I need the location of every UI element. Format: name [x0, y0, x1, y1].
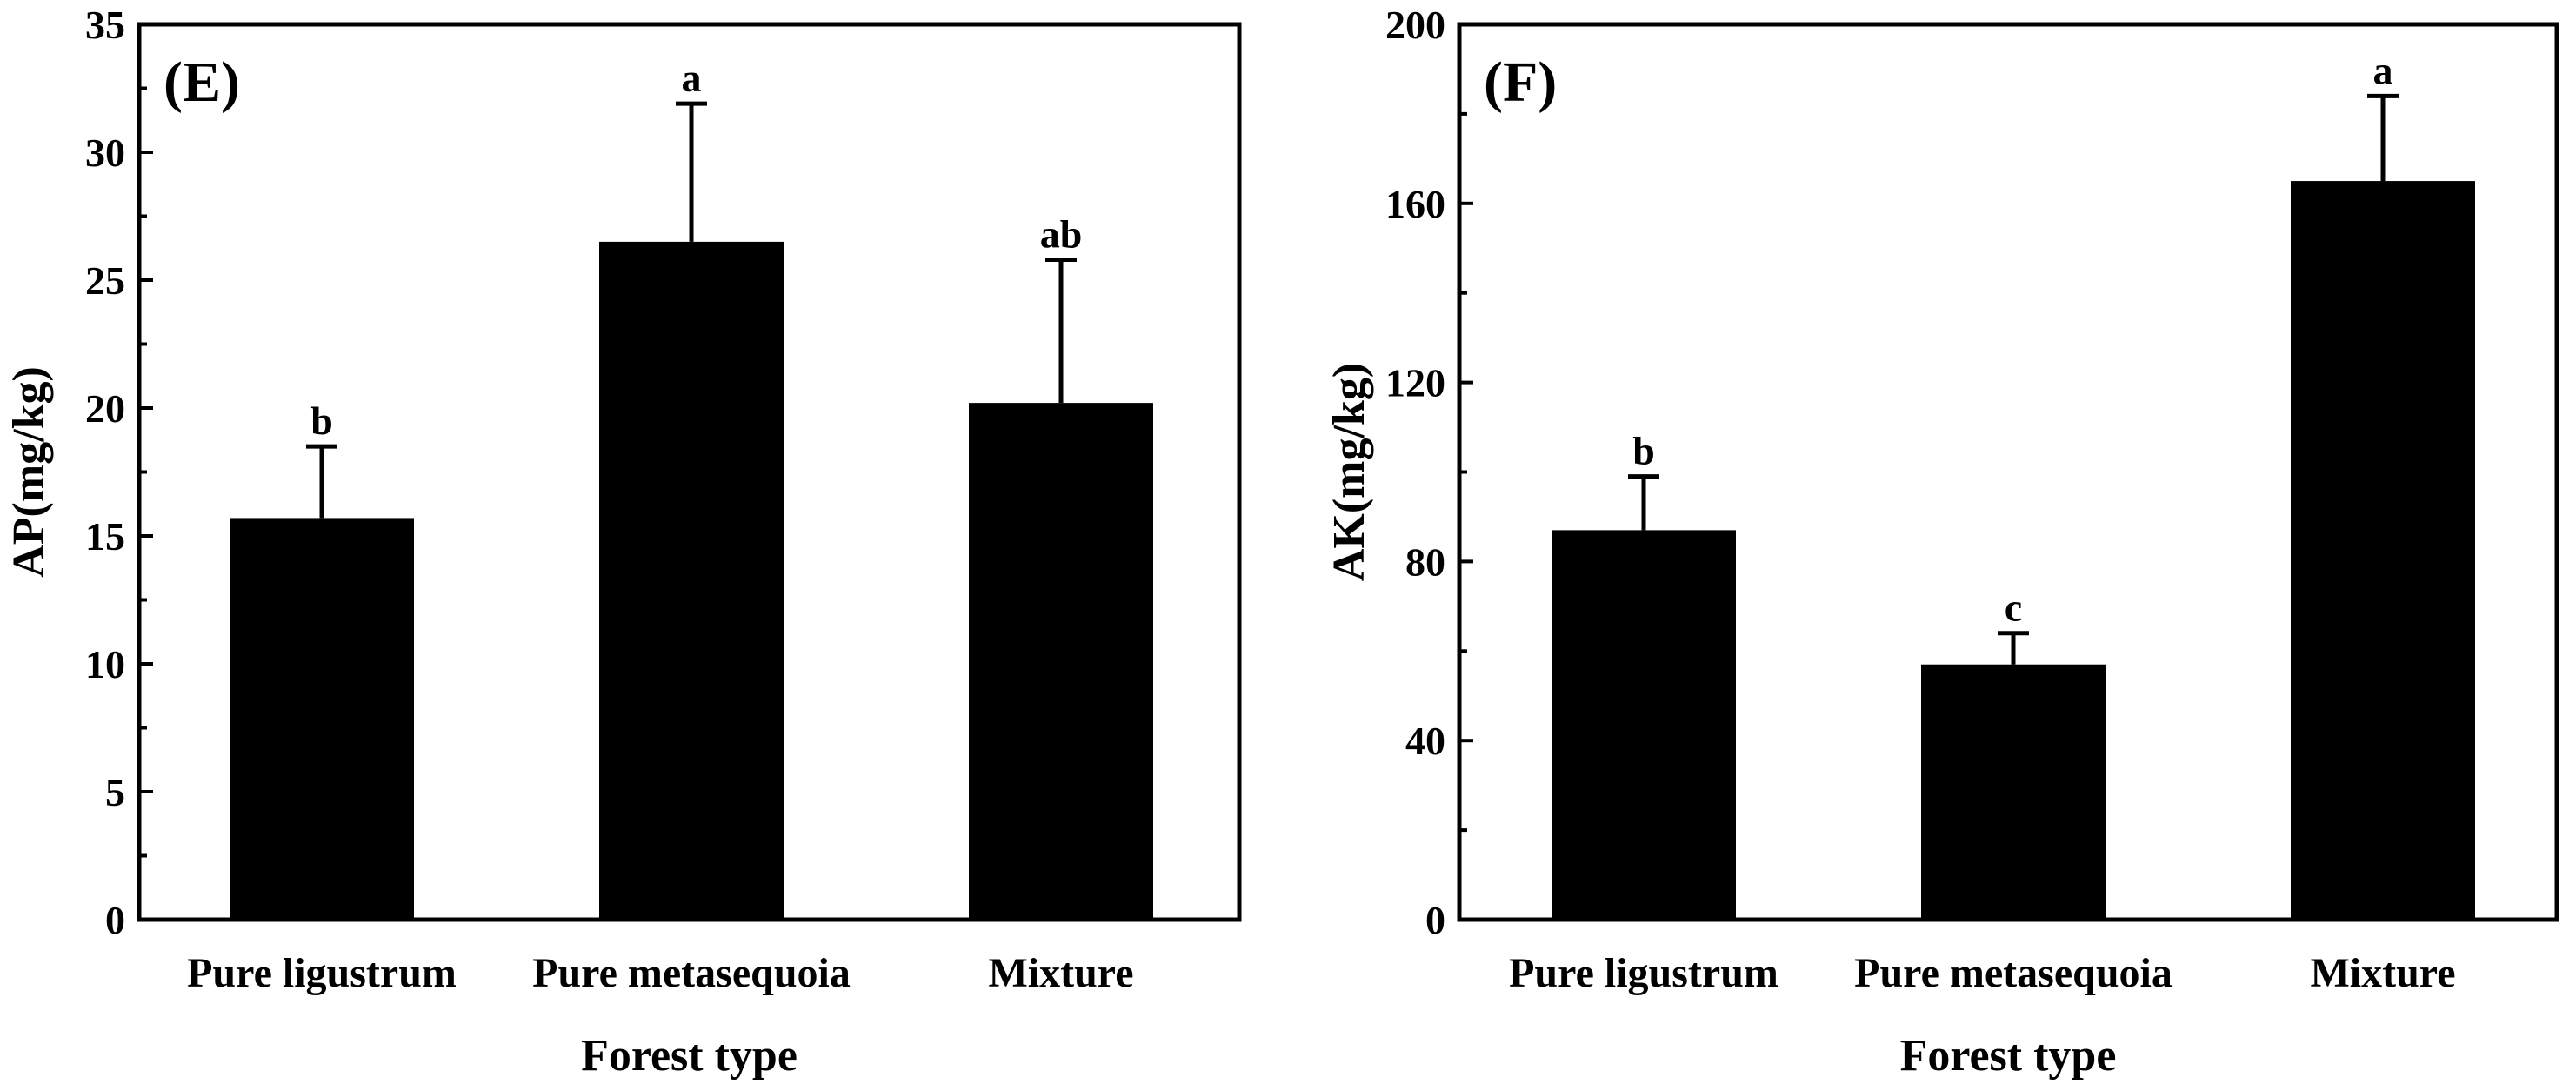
y-tick-label-e-4: 20 [85, 386, 125, 431]
x-tick-label-e-2: Mixture [988, 950, 1133, 996]
y-tick-label-f-3: 120 [1385, 361, 1445, 405]
panel-label-f: (F) [1484, 50, 1557, 114]
x-axis-label-f: Forest type [1900, 1031, 2117, 1081]
significance-letter-f-2: a [2373, 48, 2393, 92]
significance-letter-e-1: a [682, 56, 702, 100]
x-tick-label-e-1: Pure metasequoia [532, 950, 851, 996]
bar-e-0 [230, 518, 414, 920]
y-tick-label-e-1: 5 [105, 770, 125, 814]
bar-f-0 [1552, 530, 1736, 920]
chart-marks-f: 0 40 80 120 160 200 b Pure ligustrum c Pure metas… [1385, 3, 2475, 996]
x-tick-label-e-0: Pure ligustrum [187, 950, 457, 996]
y-tick-label-e-7: 35 [85, 3, 125, 47]
y-tick-label-f-1: 40 [1405, 719, 1445, 763]
y-tick-label-e-0: 0 [105, 898, 125, 942]
significance-letter-e-0: b [310, 398, 333, 443]
y-tick-label-f-5: 200 [1385, 3, 1445, 47]
significance-letter-f-0: b [1632, 429, 1655, 473]
y-tick-label-e-6: 30 [85, 131, 125, 175]
significance-letter-f-1: c [2005, 586, 2022, 630]
chart-panel-f: (F) AK(mg/kg) Forest type 0 40 80 120 160 200… [1325, 3, 2559, 1081]
y-axis-label-f: AK(mg/kg) [1325, 363, 1374, 581]
y-tick-label-e-5: 25 [85, 258, 125, 303]
significance-letter-e-2: ab [1040, 211, 1083, 256]
bar-f-2 [2291, 181, 2475, 920]
bar-e-1 [599, 241, 784, 920]
y-axis-label-e: AP(mg/kg) [4, 366, 54, 578]
x-tick-label-f-1: Pure metasequoia [1854, 950, 2172, 996]
y-tick-label-f-2: 80 [1405, 539, 1445, 584]
x-tick-label-f-0: Pure ligustrum [1509, 950, 1779, 996]
chart-marks-e: 0 5 10 15 20 25 30 35 b Pure ligustrum a Pure metas… [85, 3, 1153, 996]
y-tick-label-e-3: 15 [85, 514, 125, 559]
y-tick-label-e-2: 10 [85, 642, 125, 686]
panel-label-e: (E) [164, 50, 240, 114]
chart-panel-e: (E) AP(mg/kg) Forest type 0 5 10 15 20 25 30 35… [4, 3, 1242, 1081]
bar-e-2 [969, 403, 1153, 920]
x-axis-label-e: Forest type [581, 1031, 797, 1081]
y-tick-label-f-4: 160 [1385, 182, 1445, 226]
x-tick-label-f-2: Mixture [2310, 950, 2455, 996]
y-tick-label-f-0: 0 [1425, 898, 1445, 942]
bar-f-1 [1921, 664, 2106, 920]
